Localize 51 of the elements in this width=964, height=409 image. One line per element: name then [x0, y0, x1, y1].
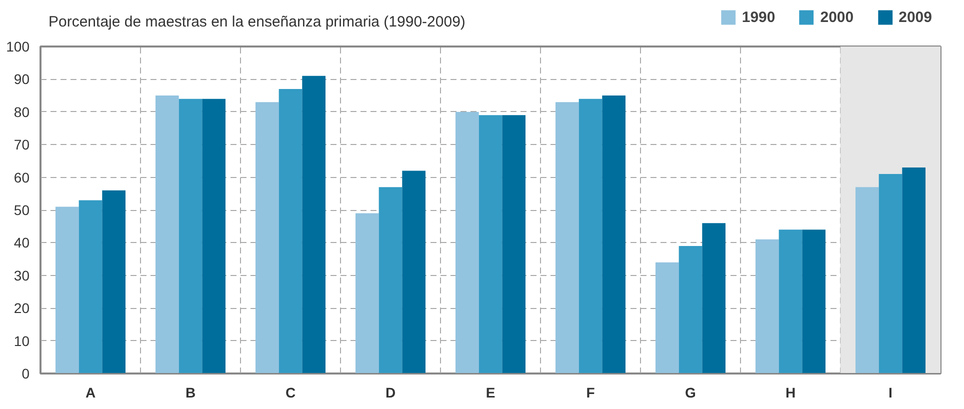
x-tick-label: G: [685, 384, 696, 400]
x-tick-label: D: [385, 384, 396, 400]
y-tick-label: 40: [14, 234, 30, 251]
bar: [178, 98, 202, 374]
y-tick-label: 90: [14, 71, 30, 88]
bar: [502, 115, 526, 374]
bar: [78, 200, 102, 374]
bar: [578, 98, 602, 374]
bar: [456, 112, 479, 374]
bar: [902, 167, 926, 374]
y-tick-label: 20: [14, 300, 30, 316]
bar: [756, 239, 779, 374]
bar: [256, 102, 279, 374]
bar: [356, 213, 379, 374]
x-tick-label: A: [85, 384, 96, 400]
x-tick-label: B: [185, 384, 196, 400]
y-tick-label: 50: [14, 202, 30, 218]
bar: [778, 230, 802, 374]
bar: [302, 76, 326, 374]
bar: [856, 187, 879, 374]
legend-label: 2000: [820, 8, 854, 26]
legend-label: 1990: [742, 8, 776, 26]
bar: [156, 96, 179, 374]
bar: [402, 170, 426, 374]
y-tick-label: 80: [14, 104, 30, 120]
x-tick-label: E: [486, 384, 496, 400]
y-tick-label: 60: [14, 169, 30, 186]
bar: [202, 98, 226, 374]
x-tick-label: C: [285, 384, 296, 400]
x-tick-label: F: [586, 384, 596, 400]
legend-label: 2009: [898, 8, 932, 26]
bar: [702, 223, 726, 374]
bar: [478, 115, 502, 374]
bar: [378, 187, 402, 374]
bar: [556, 102, 579, 374]
bar: [878, 174, 902, 374]
bar: [102, 190, 126, 374]
y-tick-label: 0: [22, 366, 30, 382]
x-tick-label: I: [888, 384, 892, 400]
y-tick-label: 10: [14, 332, 30, 349]
bar: [278, 89, 302, 374]
bar: [802, 230, 826, 374]
chart-title: Porcentaje de maestras en la enseñanza primaria (1990-2009): [48, 14, 466, 30]
bar: [602, 96, 626, 374]
bar: [678, 246, 702, 374]
y-tick-label: 70: [14, 136, 30, 153]
bar: [656, 262, 679, 374]
y-tick-label: 30: [14, 267, 30, 284]
y-tick-label: 100: [6, 38, 30, 54]
bar: [56, 206, 79, 374]
x-tick-label: H: [785, 384, 796, 400]
